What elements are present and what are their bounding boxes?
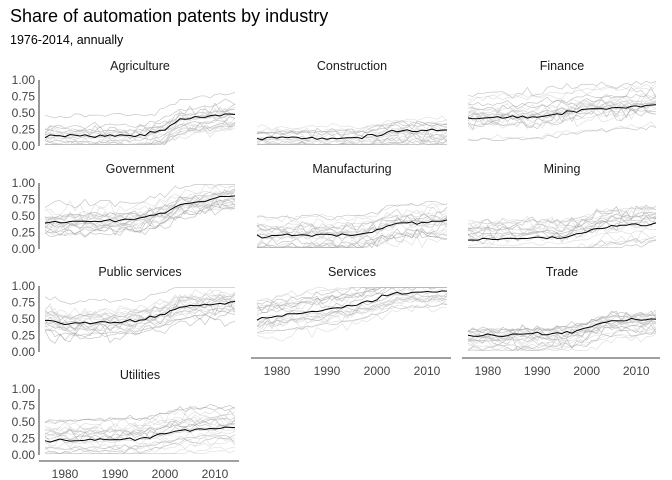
strip-label-mining: Mining: [544, 162, 581, 176]
y-tick-label: 0.25: [12, 226, 36, 240]
y-tick-label: 1.00: [12, 279, 36, 293]
strip-label-construction: Construction: [317, 59, 387, 73]
y-tick-label: 0.00: [12, 139, 36, 153]
panel-manufacturing: Manufacturing: [257, 162, 447, 248]
y-tick-label: 0.00: [12, 242, 36, 256]
x-tick-label: 2000: [152, 467, 179, 480]
series-line-bg: [45, 190, 235, 224]
series-line-bg: [45, 206, 235, 234]
x-tick-label: 1990: [102, 467, 129, 480]
x-tick-label: 1980: [474, 364, 501, 378]
x-tick-label: 2000: [364, 364, 391, 378]
y-tick-label: 0.25: [12, 432, 36, 446]
x-tick-label: 1980: [52, 467, 79, 480]
y-tick-label: 0.00: [12, 345, 36, 359]
x-tick-label: 1990: [524, 364, 551, 378]
panel-trade: Trade 1980 1990 2000 2010: [462, 265, 660, 378]
y-tick-label: 0.50: [12, 106, 36, 120]
series-line-bg: [45, 114, 235, 140]
series-line-bg: [468, 126, 656, 141]
x-tick-label: 2010: [202, 467, 229, 480]
series-line-trade: [468, 318, 656, 336]
strip-label-public-services: Public services: [98, 265, 181, 279]
x-tick-label: 1980: [264, 364, 291, 378]
y-tick-label: 1.00: [12, 73, 36, 87]
y-tick-label: 0.75: [12, 399, 36, 413]
panel-construction: Construction: [257, 59, 447, 145]
panel-government: Government 0.00 0.25 0.50 0.75 1.00: [12, 162, 235, 256]
y-tick-label: 0.00: [12, 448, 36, 462]
series-line-bg: [257, 305, 447, 342]
y-tick-label: 1.00: [12, 382, 36, 396]
y-tick-label: 0.75: [12, 193, 36, 207]
y-tick-label: 0.50: [12, 415, 36, 429]
strip-label-services: Services: [328, 265, 376, 279]
panel-public-services: Public services 0.00 0.25 0.50 0.75 1.00: [12, 265, 235, 359]
strip-label-utilities: Utilities: [120, 368, 160, 382]
x-tick-label: 2000: [573, 364, 600, 378]
series-line-bg: [257, 126, 447, 144]
strip-label-manufacturing: Manufacturing: [312, 162, 391, 176]
y-tick-label: 0.25: [12, 329, 36, 343]
strip-label-trade: Trade: [546, 265, 578, 279]
panel-agriculture: Agriculture 0.00 0.25 0.50 0.75 1.00: [12, 59, 235, 153]
strip-label-government: Government: [106, 162, 175, 176]
x-tick-label: 1990: [314, 364, 341, 378]
y-tick-label: 0.75: [12, 296, 36, 310]
y-tick-label: 0.25: [12, 123, 36, 137]
panel-utilities: Utilities 0.00 0.25 0.50 0.75 1.00 1980 1990 200…: [12, 368, 239, 480]
panel-mining: Mining: [468, 162, 656, 248]
series-line-bg: [45, 287, 235, 304]
panel-finance: Finance: [468, 59, 656, 141]
y-tick-label: 1.00: [12, 176, 36, 190]
x-tick-label: 2010: [414, 364, 441, 378]
y-tick-label: 0.75: [12, 90, 36, 104]
x-tick-label: 2010: [623, 364, 650, 378]
strip-label-agriculture: Agriculture: [110, 59, 170, 73]
panel-services: Services 1980 1990 2000 2010: [251, 265, 451, 378]
strip-label-finance: Finance: [540, 59, 585, 73]
y-tick-label: 0.50: [12, 312, 36, 326]
y-tick-label: 0.50: [12, 209, 36, 223]
